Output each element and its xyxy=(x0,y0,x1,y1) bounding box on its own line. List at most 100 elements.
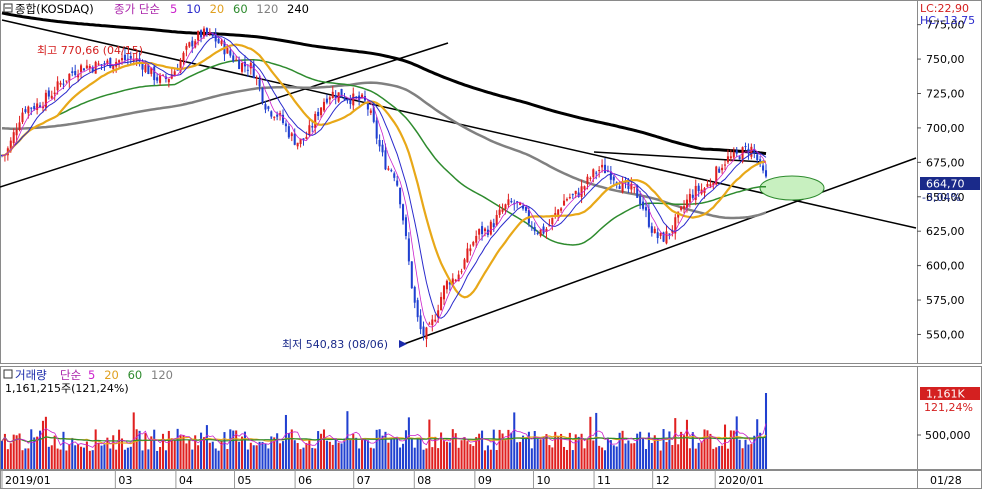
volume-bar-up xyxy=(308,438,311,469)
candle-up xyxy=(551,217,554,225)
candle-up xyxy=(235,59,238,61)
volume-bar-up xyxy=(94,429,97,469)
volume-bar-up xyxy=(677,444,680,469)
volume-bar-down xyxy=(281,441,285,469)
volume-bar-up xyxy=(202,437,206,469)
date-label: 07 xyxy=(357,474,371,487)
volume-bar-down xyxy=(530,448,533,469)
date-label: 12 xyxy=(656,474,670,487)
volume-bar-down xyxy=(270,436,273,469)
candle-up xyxy=(685,199,688,209)
high-annotation: 최고 770,66 (04/15) xyxy=(37,44,143,57)
candle-up xyxy=(387,168,390,170)
ma-legend: 5 10 20 60 120 240 xyxy=(170,2,309,16)
volume-bar-up xyxy=(475,437,478,469)
volume-bar-down xyxy=(639,431,642,469)
volume-bar-down xyxy=(399,447,402,469)
volume-bar-down xyxy=(744,439,747,469)
volume-ma-legend: 5 20 60 120 xyxy=(88,368,173,382)
volume-bar-up xyxy=(50,445,53,469)
current-price-badge xyxy=(920,177,980,190)
volume-bar-up xyxy=(56,448,59,469)
volume-bar-down xyxy=(355,437,358,469)
date-axis-ticks: 2019/01 03 04 05 06 07 08 09 10 11 12 2020/01 xyxy=(1,470,764,488)
volume-bar-down xyxy=(62,431,65,469)
candle-up xyxy=(463,259,466,269)
change-pct: -3,04% xyxy=(922,191,961,204)
volume-bar-up xyxy=(328,441,331,469)
volume-bar-down xyxy=(302,447,305,469)
volume-bar-down xyxy=(533,430,536,469)
date-label: 03 xyxy=(118,474,132,487)
volume-bar-up xyxy=(135,429,138,469)
candle-up xyxy=(194,41,197,48)
candle-up xyxy=(188,42,191,47)
volume-ma-legend-item: 60 xyxy=(128,368,143,382)
volume-bar-down xyxy=(258,441,261,469)
candle-down xyxy=(522,205,525,209)
price-tick-label: 700,00 xyxy=(926,122,965,135)
volume-bar-down xyxy=(615,446,618,469)
date-label: 05 xyxy=(238,474,252,487)
volume-bar-down xyxy=(191,449,194,469)
volume-bar-up xyxy=(361,439,364,469)
volume-bar-down xyxy=(390,437,393,469)
volume-bar-up xyxy=(589,416,592,469)
volume-bar-down xyxy=(261,441,264,469)
candle-up xyxy=(18,122,21,131)
long-ma-layer xyxy=(1,11,767,246)
volume-bar-up xyxy=(85,441,88,469)
candle-down xyxy=(410,261,413,289)
lc-value: LC:22,90 xyxy=(920,2,969,15)
candle-up xyxy=(328,97,331,100)
ma60-line xyxy=(1,58,766,246)
candle-down xyxy=(571,194,574,196)
volume-bar-up xyxy=(633,443,636,469)
volume-bar-up xyxy=(457,447,460,469)
volume-bar-down xyxy=(419,439,422,469)
volume-bar-down xyxy=(668,431,671,469)
price-axis-ticks: 775,00 750,00 725,00 700,00 675,00 650,00 625,… xyxy=(917,19,965,341)
volume-ma60-line xyxy=(1,436,767,443)
volume-bar-up xyxy=(170,438,173,469)
ma120-line xyxy=(1,81,767,220)
volume-bar-down xyxy=(571,450,574,469)
volume-bar-down xyxy=(381,435,384,469)
volume-bar-down xyxy=(738,439,741,469)
candle-up xyxy=(273,116,276,118)
volume-bar-up xyxy=(568,432,571,469)
volume-label[interactable]: 거래량 xyxy=(15,368,47,382)
volume-bar-up xyxy=(299,449,302,469)
chart-title[interactable]: 종합(KOSDAQ) xyxy=(15,2,94,16)
ma20-line xyxy=(1,43,767,299)
candle-up xyxy=(68,73,71,81)
volume-bar-down xyxy=(747,444,750,469)
volume-menu-icon[interactable] xyxy=(3,369,13,379)
candle-down xyxy=(264,104,267,110)
volume-bar-up xyxy=(279,443,282,469)
candle-up xyxy=(489,221,492,235)
candle-up xyxy=(694,185,697,200)
volume-bar-down xyxy=(735,416,738,469)
candle-down xyxy=(618,186,621,189)
candle-down xyxy=(609,171,612,180)
candle-up xyxy=(653,228,656,234)
price-tick-label: 750,00 xyxy=(926,53,965,66)
candle-up xyxy=(112,65,115,70)
candle-up xyxy=(132,59,135,62)
candle-up xyxy=(659,233,662,236)
volume-bar-down xyxy=(402,443,405,469)
volume-bar-down xyxy=(91,450,94,469)
candle-down xyxy=(30,107,33,109)
candle-up xyxy=(680,206,683,210)
candle-up xyxy=(580,186,583,198)
volume-bar-up xyxy=(683,435,686,469)
candle-up xyxy=(299,138,302,145)
volume-bar-down xyxy=(349,439,352,469)
volume-bar-up xyxy=(721,445,724,469)
volume-bar-down xyxy=(618,432,621,469)
candle-up xyxy=(568,197,571,199)
volume-bar-down xyxy=(156,450,159,469)
candle-up xyxy=(665,231,668,244)
